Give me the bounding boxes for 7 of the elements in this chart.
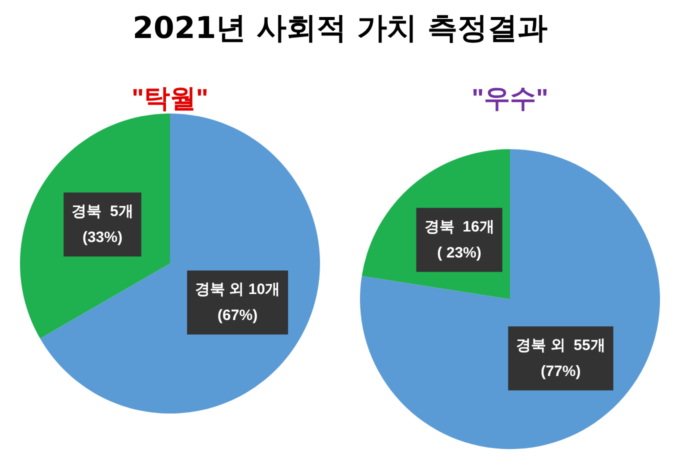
chart-title: 2021년 사회적 가치 측정결과 — [132, 10, 548, 48]
slice-label: 경북 외 10개 (67%) — [195, 281, 280, 324]
slice-label: 경북 16개 ( 23%) — [424, 218, 494, 262]
slice-label: 경북 5개 (33%) — [72, 203, 134, 246]
slice-label: 경북 외 55개 (77%) — [516, 336, 606, 380]
chart-subtitle: "탁월" — [132, 83, 208, 113]
chart-subtitle: "우수" — [472, 83, 548, 113]
